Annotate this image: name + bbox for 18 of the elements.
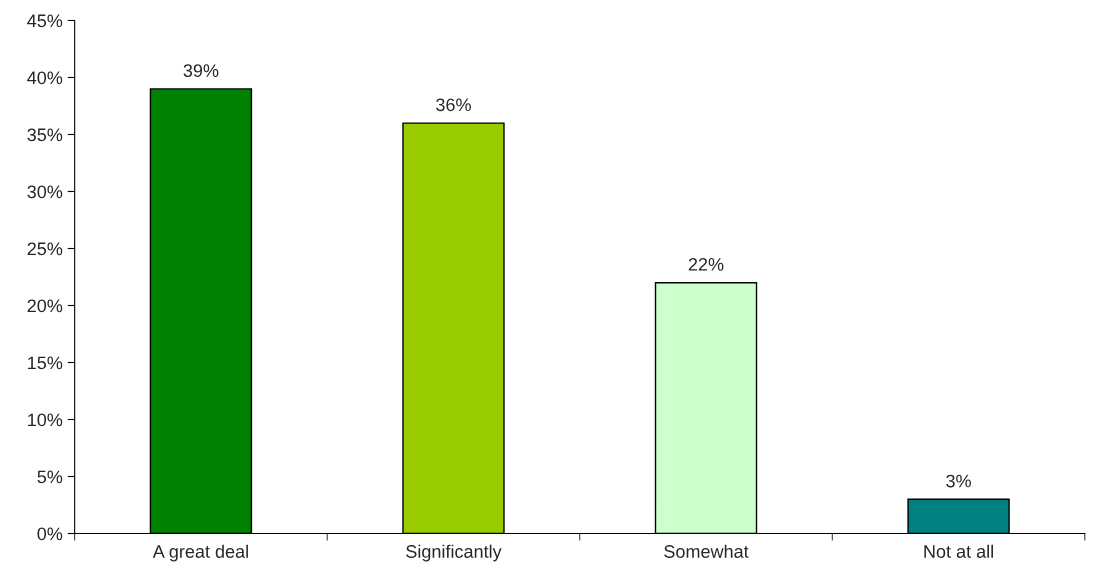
data-label: 39% (183, 64, 219, 77)
data-label: 22% (688, 258, 724, 271)
x-tick-label: Somewhat (664, 544, 749, 558)
data-label: 36% (436, 98, 471, 112)
y-tick-label: 45% (27, 14, 63, 28)
y-tick-label: 0% (37, 527, 63, 541)
y-tick-label: 25% (27, 242, 63, 256)
x-tick-label: Significantly (406, 544, 502, 562)
y-tick-label: 35% (27, 128, 63, 142)
y-tick-label: 5% (37, 470, 63, 484)
y-tick-label: 40% (27, 71, 63, 85)
x-tick-label: A great deal (152, 544, 248, 562)
y-tick-label: 30% (27, 185, 63, 199)
y-tick-label: 10% (28, 413, 63, 427)
y-tick-label: 15% (28, 356, 63, 370)
data-label: 3% (946, 474, 971, 488)
y-tick-label: 20% (27, 299, 63, 313)
x-tick-label: Not at all (924, 544, 993, 558)
